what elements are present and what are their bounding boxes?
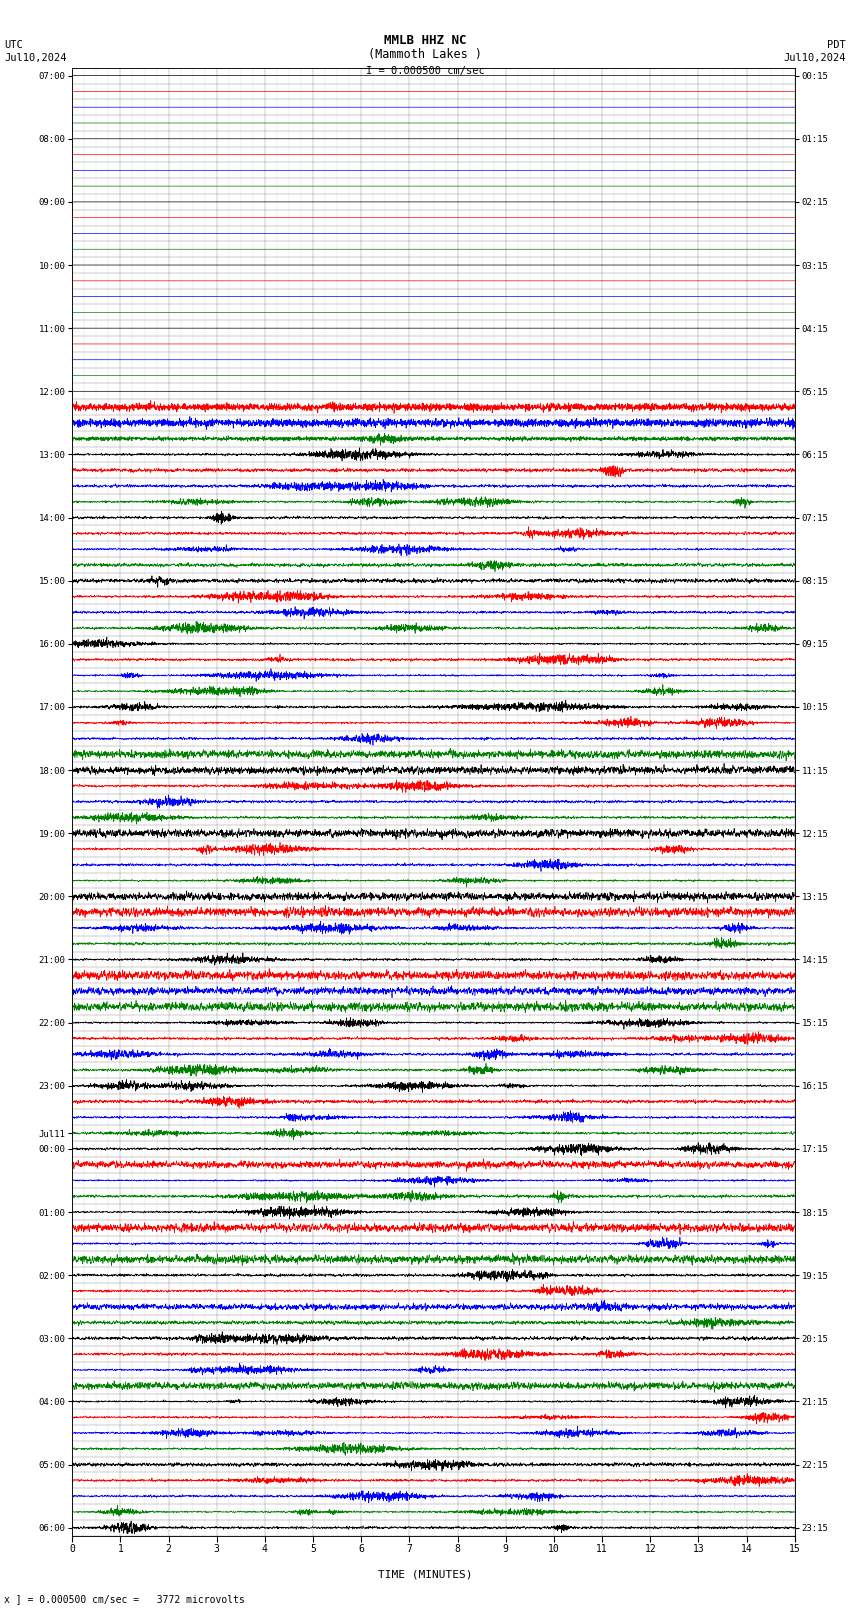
Text: UTC: UTC [4,40,23,50]
Text: Jul10,2024: Jul10,2024 [783,53,846,63]
Text: I = 0.000500 cm/sec: I = 0.000500 cm/sec [366,66,484,76]
Text: MMLB HHZ NC: MMLB HHZ NC [383,34,467,47]
Text: PDT: PDT [827,40,846,50]
Text: Jul10,2024: Jul10,2024 [4,53,67,63]
Text: TIME (MINUTES): TIME (MINUTES) [377,1569,473,1579]
Text: (Mammoth Lakes ): (Mammoth Lakes ) [368,48,482,61]
Text: x ] = 0.000500 cm/sec =   3772 microvolts: x ] = 0.000500 cm/sec = 3772 microvolts [4,1594,245,1603]
